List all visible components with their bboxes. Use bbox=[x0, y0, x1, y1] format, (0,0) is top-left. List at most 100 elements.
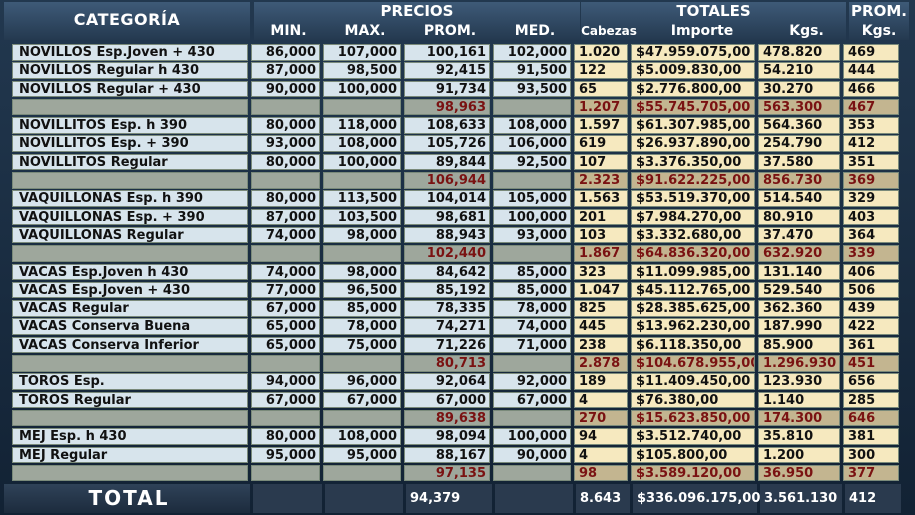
header-importe: Importe bbox=[670, 23, 734, 39]
cell-importe: $3.376.350,00 bbox=[631, 153, 755, 171]
cell-cabezas: 445 bbox=[574, 318, 628, 335]
cell-kgs: 37.580 bbox=[758, 153, 840, 171]
cell-cabezas: 1.020 bbox=[574, 44, 628, 61]
cell-med: 67,000 bbox=[493, 391, 571, 409]
table-row: NOVILLITOS Regular 80,000 100,000 89,844 92,… bbox=[12, 153, 908, 172]
cell-med: 105,000 bbox=[493, 190, 571, 207]
table-row: VAQUILLONAS Regular 74,000 98,000 88,943 93,… bbox=[12, 226, 908, 245]
cell-max: 108,000 bbox=[323, 135, 401, 152]
cell-min: 87,000 bbox=[251, 208, 320, 226]
cell-prom-kgs: 403 bbox=[843, 208, 899, 226]
cell-categoria: VACAS Esp.Joven + 430 bbox=[12, 281, 248, 299]
cell-med: 106,000 bbox=[493, 135, 571, 152]
cell-kgs: 632.920 bbox=[758, 245, 840, 262]
header-totales: TOTALES bbox=[676, 2, 751, 20]
cell-min: 86,000 bbox=[251, 44, 320, 61]
cell-categoria bbox=[12, 98, 248, 116]
cell-prom-kgs: 364 bbox=[843, 226, 899, 244]
cell-importe: $47.959.075,00 bbox=[631, 44, 755, 61]
table-row: VAQUILLONAS Esp. h 390 80,000 113,500 104,0… bbox=[12, 190, 908, 208]
header-precios-group: PRECIOS MIN. MAX. PROM. MED. bbox=[254, 2, 580, 40]
cell-importe: $11.099.985,00 bbox=[631, 263, 755, 281]
cell-max: 98,500 bbox=[323, 62, 401, 79]
total-cabezas: 8.643 bbox=[576, 484, 630, 513]
cell-importe: $15.623.850,00 bbox=[631, 409, 755, 427]
cell-prom-kgs: 329 bbox=[843, 190, 899, 207]
cell-med: 108,000 bbox=[493, 117, 571, 134]
cell-prom-kgs: 285 bbox=[843, 391, 899, 409]
cell-max: 95,000 bbox=[323, 446, 401, 464]
cell-kgs: 563.300 bbox=[758, 98, 840, 116]
cell-importe: $105.800,00 bbox=[631, 446, 755, 464]
header-med: MED. bbox=[514, 23, 556, 39]
cell-importe: $6.118.350,00 bbox=[631, 336, 755, 354]
cell-importe: $53.519.370,00 bbox=[631, 190, 755, 207]
cell-kgs: 174.300 bbox=[758, 409, 840, 427]
cell-cabezas: 94 bbox=[574, 428, 628, 445]
cell-importe: $28.385.625,00 bbox=[631, 300, 755, 317]
cell-med: 92,000 bbox=[493, 373, 571, 390]
cell-cabezas: 107 bbox=[574, 153, 628, 171]
cell-kgs: 123.930 bbox=[758, 373, 840, 390]
cell-kgs: 362.360 bbox=[758, 300, 840, 317]
table-row: VACAS Esp.Joven h 430 74,000 98,000 84,642 8… bbox=[12, 263, 908, 282]
cell-categoria: VACAS Conserva Buena bbox=[12, 318, 248, 335]
cell-med bbox=[493, 98, 571, 116]
cell-max bbox=[323, 98, 401, 116]
total-label: TOTAL bbox=[4, 484, 250, 513]
header-min: MIN. bbox=[270, 23, 307, 39]
cell-prom: 106,944 bbox=[404, 172, 490, 189]
subtotal-row: 89,638 270 $15.623.850,00 174.300 646 bbox=[12, 409, 908, 428]
cell-categoria bbox=[12, 409, 248, 427]
cell-med: 85,000 bbox=[493, 281, 571, 299]
cell-kgs: 80.910 bbox=[758, 208, 840, 226]
header-prom-kgs: Kgs. bbox=[861, 23, 897, 39]
cell-max: 67,000 bbox=[323, 391, 401, 409]
cell-prom: 88,943 bbox=[404, 226, 490, 244]
cell-max bbox=[323, 172, 401, 189]
cell-categoria: VAQUILLONAS Regular bbox=[12, 226, 248, 244]
subtotal-row: 102,440 1.867 $64.836.320,00 632.920 339 bbox=[12, 245, 908, 263]
cell-prom-kgs: 300 bbox=[843, 446, 899, 464]
cell-kgs: 85.900 bbox=[758, 336, 840, 354]
cell-cabezas: 122 bbox=[574, 62, 628, 79]
cell-categoria: VACAS Esp.Joven h 430 bbox=[12, 263, 248, 281]
header-precios: PRECIOS bbox=[380, 2, 454, 20]
cell-categoria: TOROS Regular bbox=[12, 391, 248, 409]
header-categoria: CATEGORÍA bbox=[4, 2, 250, 40]
cell-min: 65,000 bbox=[251, 318, 320, 335]
cell-categoria: NOVILLOS Regular h 430 bbox=[12, 62, 248, 79]
cell-prom-kgs: 412 bbox=[843, 135, 899, 152]
cell-med bbox=[493, 464, 571, 482]
cell-min: 95,000 bbox=[251, 446, 320, 464]
cell-importe: $3.332.680,00 bbox=[631, 226, 755, 244]
cell-prom: 89,844 bbox=[404, 153, 490, 171]
cell-med: 85,000 bbox=[493, 263, 571, 281]
cell-min: 80,000 bbox=[251, 117, 320, 134]
cell-prom-kgs: 506 bbox=[843, 281, 899, 299]
total-max bbox=[325, 484, 403, 513]
cell-min: 74,000 bbox=[251, 226, 320, 244]
cell-kgs: 35.810 bbox=[758, 428, 840, 445]
cell-min: 93,000 bbox=[251, 135, 320, 152]
cell-prom: 98,963 bbox=[404, 98, 490, 116]
cell-kgs: 514.540 bbox=[758, 190, 840, 207]
cell-cabezas: 238 bbox=[574, 336, 628, 354]
cell-prom: 105,726 bbox=[404, 135, 490, 152]
header-cabezas: Cabezas bbox=[581, 24, 637, 38]
cell-max bbox=[323, 245, 401, 262]
cell-categoria: NOVILLITOS Regular bbox=[12, 153, 248, 171]
cell-max: 98,000 bbox=[323, 226, 401, 244]
cell-prom: 97,135 bbox=[404, 464, 490, 482]
cell-prom: 89,638 bbox=[404, 409, 490, 427]
table-row: NOVILLOS Regular + 430 90,000 100,000 91,73… bbox=[12, 80, 908, 99]
cell-prom: 108,633 bbox=[404, 117, 490, 134]
cell-med: 74,000 bbox=[493, 318, 571, 335]
table-row: VACAS Esp.Joven + 430 77,000 96,500 85,192 8… bbox=[12, 281, 908, 300]
cell-kgs: 254.790 bbox=[758, 135, 840, 152]
cell-cabezas: 2.323 bbox=[574, 172, 628, 189]
cell-prom: 78,335 bbox=[404, 300, 490, 317]
table-row: NOVILLITOS Esp. h 390 80,000 118,000 108,63… bbox=[12, 117, 908, 135]
cell-med: 93,500 bbox=[493, 80, 571, 98]
